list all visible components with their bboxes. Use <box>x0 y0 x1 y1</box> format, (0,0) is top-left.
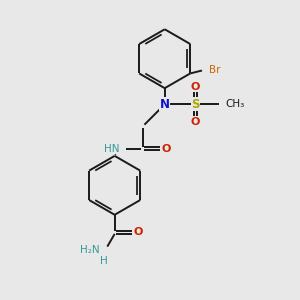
Text: N: N <box>160 98 170 111</box>
Text: S: S <box>191 98 200 111</box>
Text: H₂N: H₂N <box>80 245 100 255</box>
Text: HN: HN <box>103 143 119 154</box>
Text: Br: Br <box>209 65 221 76</box>
Text: O: O <box>134 227 143 237</box>
Text: O: O <box>191 117 200 127</box>
Text: O: O <box>161 143 171 154</box>
Text: H: H <box>100 256 108 266</box>
Text: O: O <box>191 82 200 92</box>
Text: CH₃: CH₃ <box>225 99 244 110</box>
